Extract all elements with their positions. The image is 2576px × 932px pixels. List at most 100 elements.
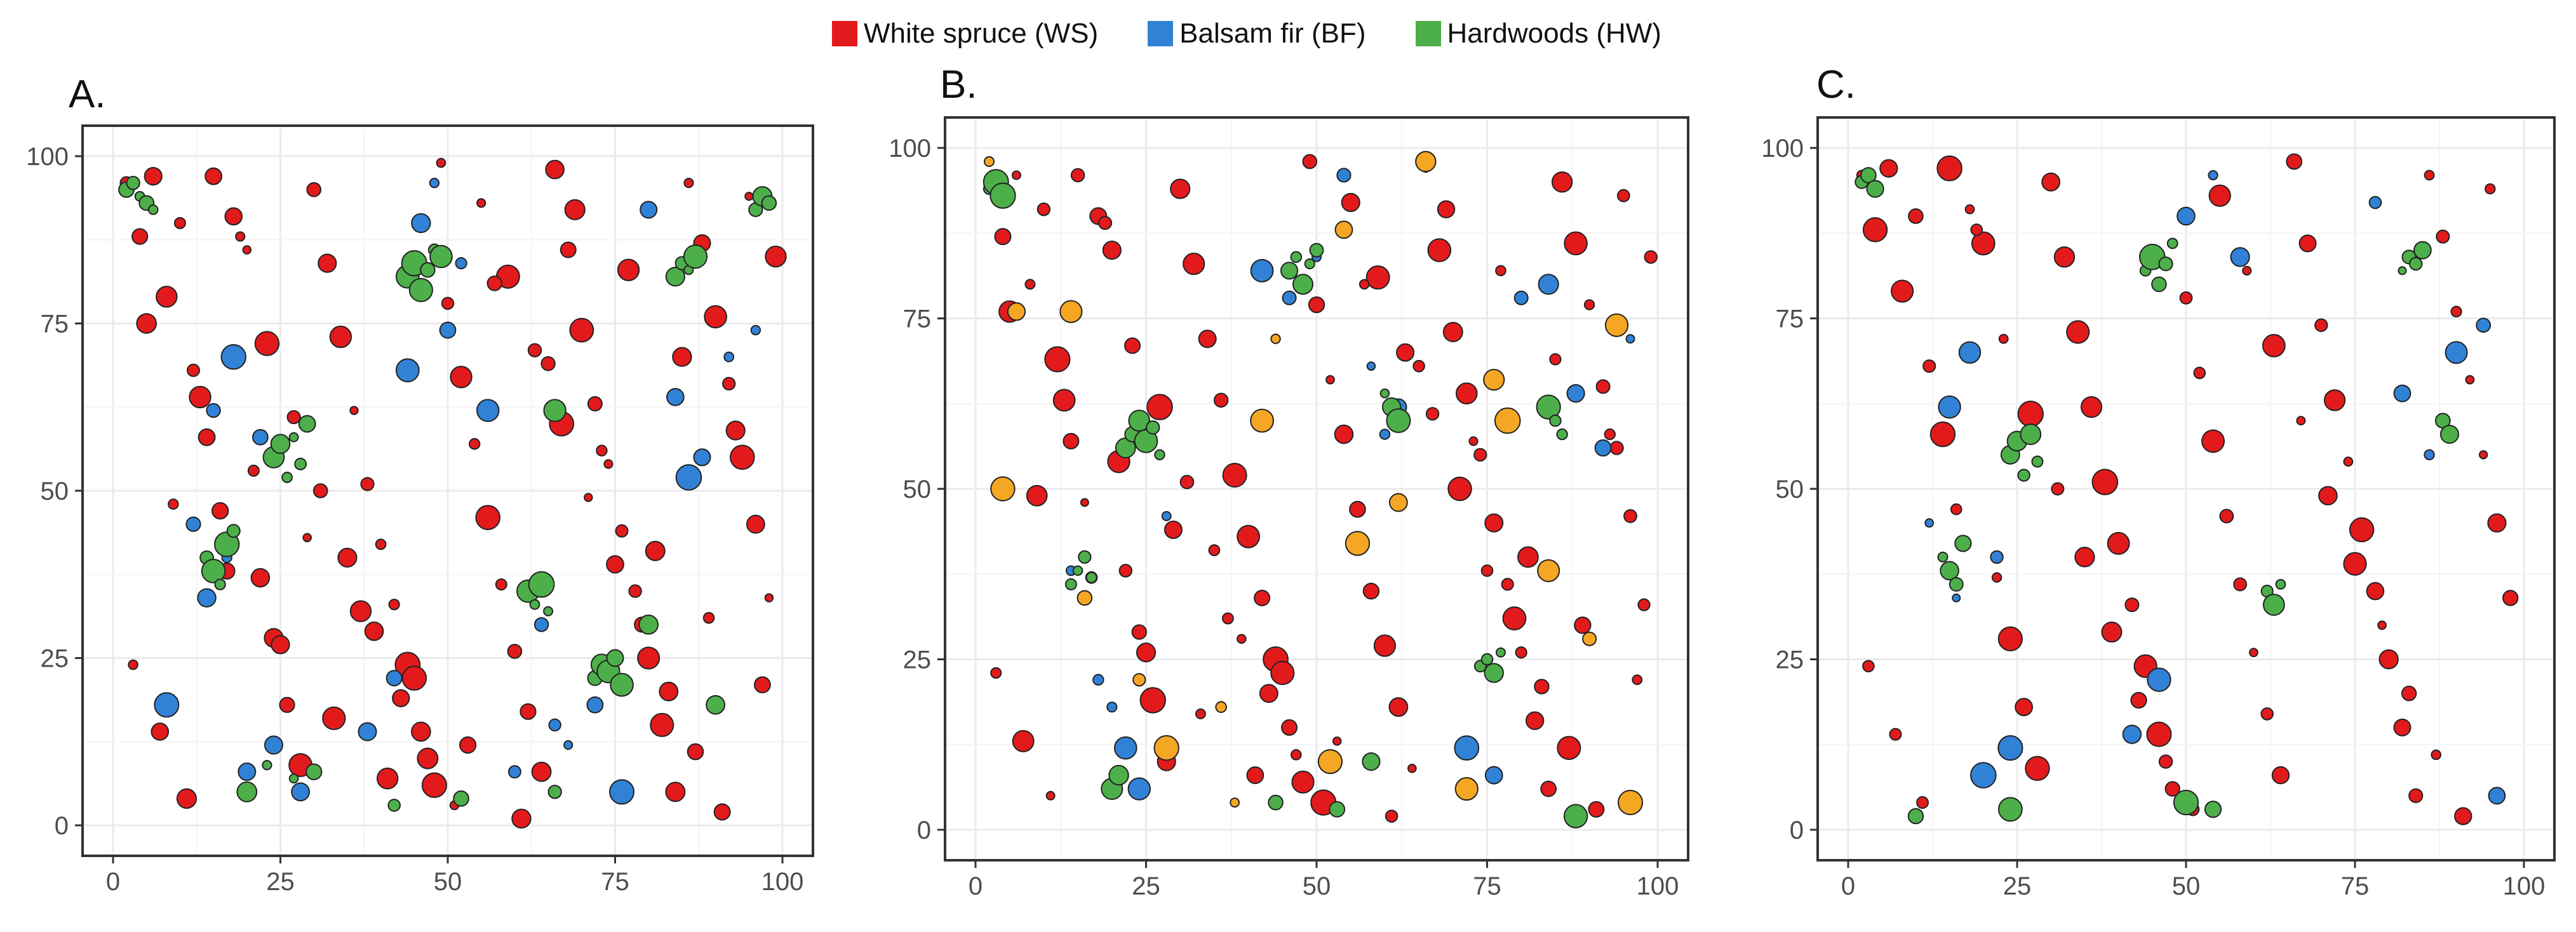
data-point <box>468 438 481 450</box>
data-point <box>1222 463 1247 488</box>
data-point <box>2314 318 2328 332</box>
data-point <box>1455 382 1478 404</box>
panel-label-c: C. <box>1816 63 1856 107</box>
x-tick-label: 100 <box>2503 872 2546 900</box>
data-point <box>1052 389 1076 412</box>
data-point <box>1362 582 1380 600</box>
data-point <box>429 177 440 189</box>
data-point <box>2454 807 2472 825</box>
data-point <box>547 785 562 799</box>
data-point <box>254 331 280 356</box>
data-point <box>2233 577 2248 592</box>
data-point <box>250 568 271 588</box>
x-tick-label: 75 <box>601 868 629 896</box>
data-point <box>2408 788 2424 803</box>
y-tick-label: 25 <box>41 645 69 673</box>
data-point <box>1136 642 1157 663</box>
data-point <box>358 722 377 742</box>
data-point <box>1495 265 1506 277</box>
data-point <box>1970 762 1997 789</box>
data-point <box>2208 170 2218 181</box>
data-point <box>1609 441 1624 455</box>
data-point <box>156 286 178 308</box>
data-point <box>1583 299 1595 310</box>
data-point <box>2296 416 2306 426</box>
data-point <box>1862 660 1875 673</box>
data-point <box>1230 797 1240 808</box>
chart-panel-1: 0 25 50 75 100 0 25 50 75 100 <box>26 124 814 896</box>
data-point <box>1290 749 1302 761</box>
y-tick-label: 25 <box>1776 646 1804 674</box>
data-point <box>376 768 399 790</box>
data-point <box>1237 634 1247 644</box>
data-point <box>1098 216 1113 230</box>
data-point <box>1336 168 1352 183</box>
data-point <box>197 588 217 608</box>
data-point <box>1237 524 1260 549</box>
data-point <box>2041 172 2061 192</box>
data-point <box>270 434 291 455</box>
figure-legend: White spruce (WS) Balsam fir (BF) Hardwo… <box>832 11 1661 56</box>
data-point <box>1291 770 1315 794</box>
data-point <box>151 722 170 741</box>
data-point <box>1164 520 1183 539</box>
data-point <box>131 228 149 245</box>
data-point <box>659 681 679 702</box>
data-point <box>1625 334 1635 344</box>
series-hardwoods-hw- <box>1855 167 2459 825</box>
data-point <box>2401 686 2417 702</box>
balsam-fir-swatch-icon <box>1148 21 1174 46</box>
data-point <box>1515 646 1527 659</box>
data-point <box>1534 679 1550 695</box>
data-point <box>1908 208 1924 224</box>
data-point <box>1517 546 1539 568</box>
y-tick-label: 0 <box>917 816 931 844</box>
panel-label-b: B. <box>940 63 977 107</box>
data-point <box>144 167 163 186</box>
x-tick-label: 75 <box>1473 872 1501 900</box>
y-tick-label: 75 <box>1776 305 1804 333</box>
x-tick-label: 25 <box>2003 872 2032 900</box>
data-point <box>2275 578 2286 590</box>
data-point <box>1154 449 1165 460</box>
data-point <box>411 213 431 234</box>
data-point <box>1556 428 1568 441</box>
data-point <box>764 593 774 602</box>
legend-label-balsam-fir: Balsam fir (BF) <box>1179 18 1366 49</box>
data-point <box>1551 171 1573 193</box>
data-point <box>2164 781 2180 797</box>
data-point <box>1108 764 1129 786</box>
data-point <box>1480 653 1494 666</box>
data-point <box>1259 684 1278 703</box>
data-point <box>637 646 661 670</box>
data-point <box>2051 482 2065 496</box>
data-point <box>713 803 731 821</box>
legend-label-hardwoods: Hardwoods (HW) <box>1447 18 1661 49</box>
data-point <box>2260 707 2274 721</box>
data-point <box>2413 241 2432 260</box>
data-point <box>1907 808 1924 825</box>
data-point <box>408 277 433 302</box>
data-point <box>1447 476 1472 502</box>
data-point <box>1388 697 1409 717</box>
data-point <box>1616 189 1630 203</box>
series-hardwoods-hw- <box>983 169 1588 829</box>
data-point <box>765 245 787 268</box>
data-point <box>2158 754 2173 769</box>
data-point <box>185 516 201 532</box>
data-point <box>262 760 272 771</box>
data-point <box>1954 535 1972 552</box>
data-point <box>198 428 216 446</box>
data-point <box>1549 353 1562 366</box>
data-point <box>459 736 477 754</box>
data-point <box>1415 150 1437 173</box>
data-point <box>475 505 501 530</box>
data-point <box>226 524 241 538</box>
data-point <box>206 403 221 418</box>
data-point <box>1484 663 1504 683</box>
data-point <box>1513 290 1529 305</box>
data-point <box>1950 503 1962 516</box>
data-point <box>2053 246 2076 268</box>
data-point <box>1588 801 1605 818</box>
